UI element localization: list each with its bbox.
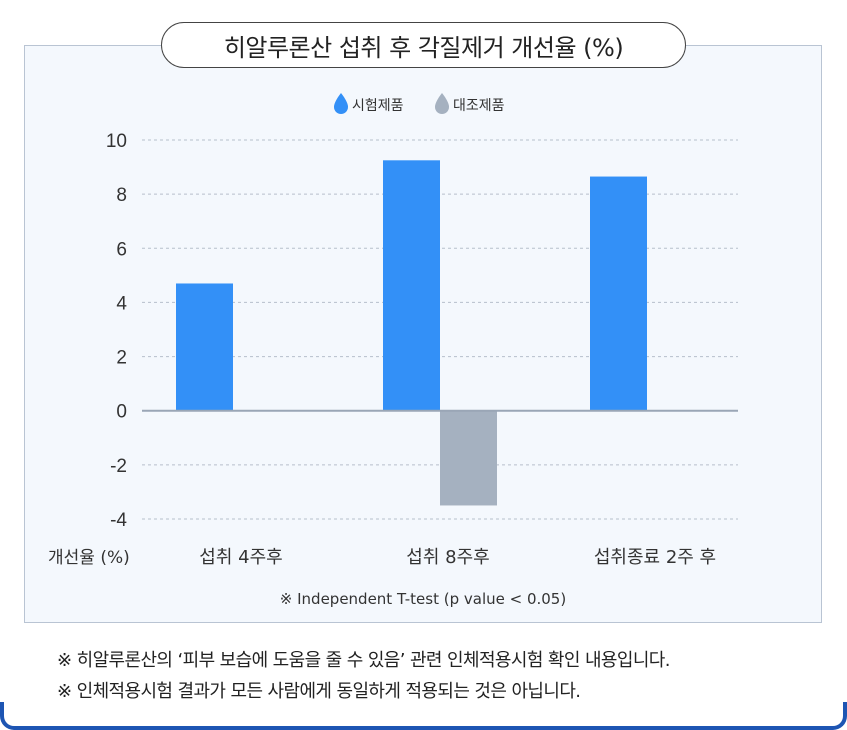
footnote-2: ※ 인체적용시험 결과가 모든 사람에게 동일하게 적용되는 것은 아닙니다. (57, 681, 581, 702)
water-drop-icon (334, 93, 348, 114)
bar-test-0 (176, 283, 233, 411)
x-tick-label: 섭취 4주후 (199, 547, 282, 568)
y-tick-label: 6 (116, 239, 127, 260)
frame-edge (0, 702, 847, 730)
legend-label-test: 시험제품 (352, 98, 404, 114)
x-tick-label: 섭취종료 2주 후 (594, 547, 716, 568)
y-tick-label: 8 (116, 185, 127, 206)
chart-title: 히알루론산 섭취 후 각질제거 개선율 (%) (161, 22, 686, 68)
x-tick-label: 섭취 8주후 (406, 547, 489, 568)
y-tick-label: 2 (116, 348, 127, 369)
footnote-1: ※ 히알루론산의 ‘피부 보습에 도움을 줄 수 있음’ 관련 인체적용시험 확… (57, 650, 670, 671)
y-tick-label: -2 (110, 456, 127, 477)
bar-test-2 (590, 176, 647, 411)
statistics-note: ※ Independent T-test (p value < 0.05) (280, 590, 566, 608)
y-tick-label: -4 (110, 510, 127, 531)
bar-control-1 (440, 410, 497, 506)
y-tick-label: 4 (116, 293, 127, 314)
y-tick-label: 10 (106, 131, 127, 152)
water-drop-icon (435, 93, 449, 114)
bottom-frame (0, 702, 847, 730)
y-tick-label: 0 (116, 402, 127, 423)
legend-label-control: 대조제품 (453, 98, 505, 114)
bar-test-1 (383, 160, 440, 411)
x-axis-label: 개선율 (%) (48, 548, 130, 568)
